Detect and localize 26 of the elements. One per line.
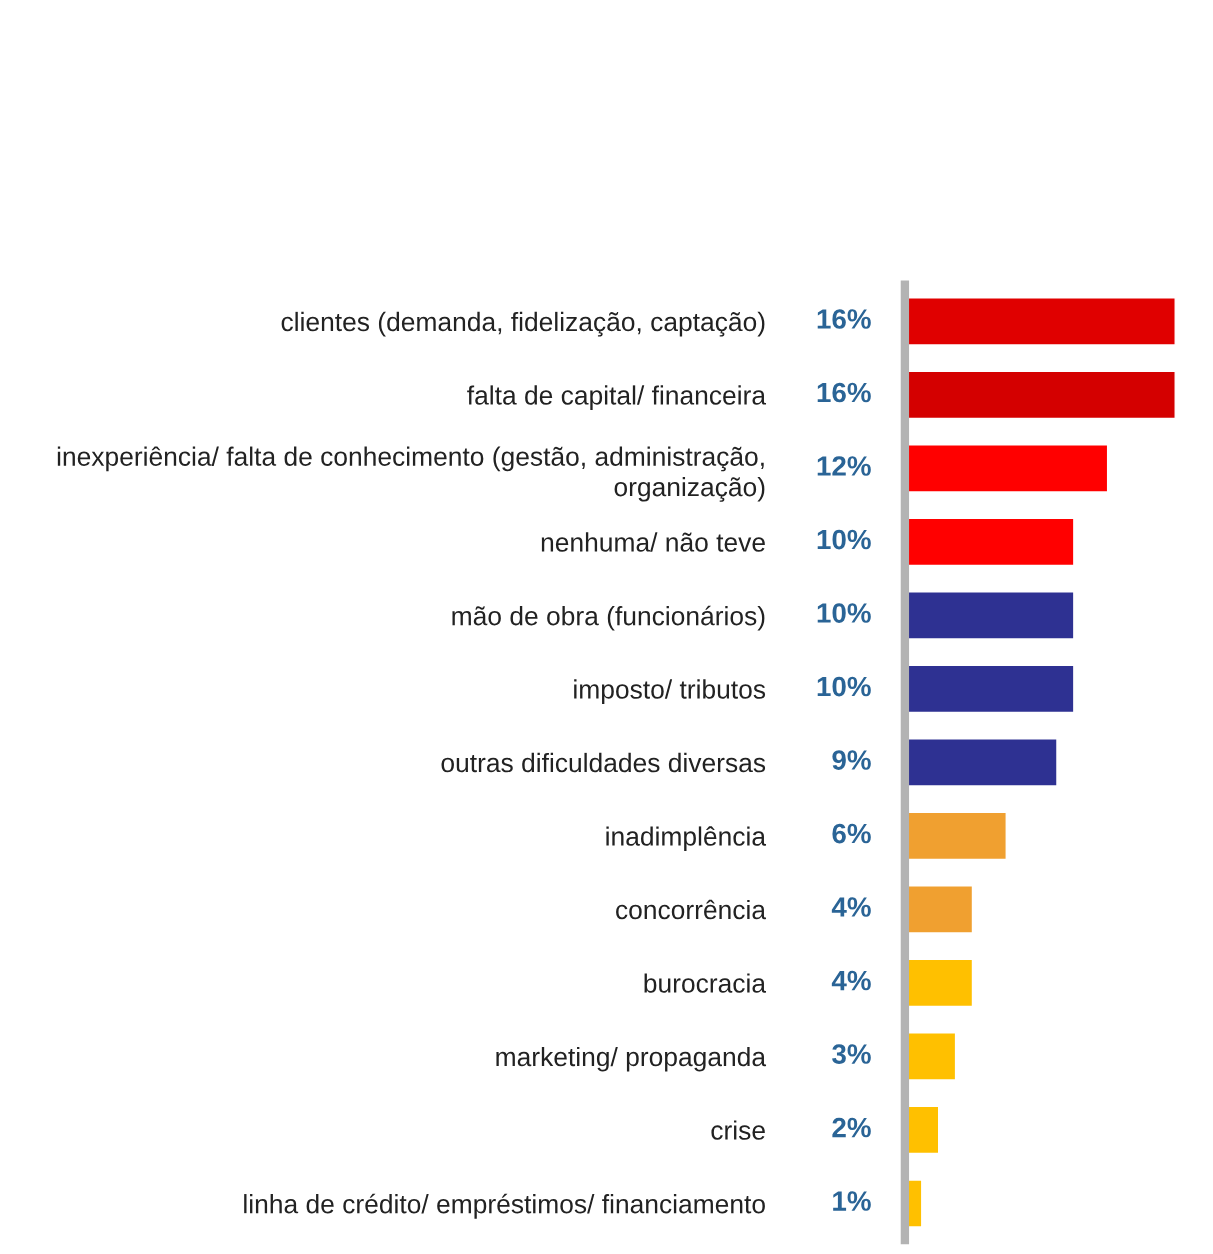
data-label: 3% [832, 1044, 871, 1064]
y-tick-label: falta de capital/ financeira [467, 385, 767, 410]
y-tick-label: burocracia [644, 973, 767, 993]
data-label: 6% [832, 823, 871, 844]
data-label: 4% [831, 970, 871, 991]
y-tick-label: nenhuma/ não teve [541, 532, 765, 552]
y-tick-label: imposto/ tributos [574, 679, 766, 704]
data-label: 9% [832, 750, 871, 770]
data-label: 12% [817, 456, 871, 476]
data-label: 10% [817, 529, 871, 550]
y-tick-label: inexperiência/ falta de conhecimento (gestão, administração, organização) [57, 446, 765, 502]
y-tick-label: clientes (demanda, fidelização, captação) [281, 311, 765, 337]
y-tick-label: outras dificuldades diversas [441, 752, 766, 773]
y-tick-label: inadimplência [606, 826, 767, 852]
y-tick-label: concorrência [616, 899, 767, 920]
y-tick-label: crise [711, 1120, 765, 1140]
data-label: 16% [817, 382, 871, 403]
y-tick-label: marketing/ propaganda [496, 1046, 767, 1072]
y-tick-label: mão de obra (funcionários) [452, 605, 765, 631]
data-label: 10% [817, 676, 871, 697]
data-label: 10% [817, 603, 871, 623]
data-label: 16% [817, 309, 871, 329]
data-label: 4% [831, 897, 871, 917]
y-tick-label: linha de crédito/ empréstimos/ financiamento [244, 1193, 765, 1219]
data-label: 1% [833, 1191, 871, 1211]
data-label: 2% [832, 1117, 871, 1138]
